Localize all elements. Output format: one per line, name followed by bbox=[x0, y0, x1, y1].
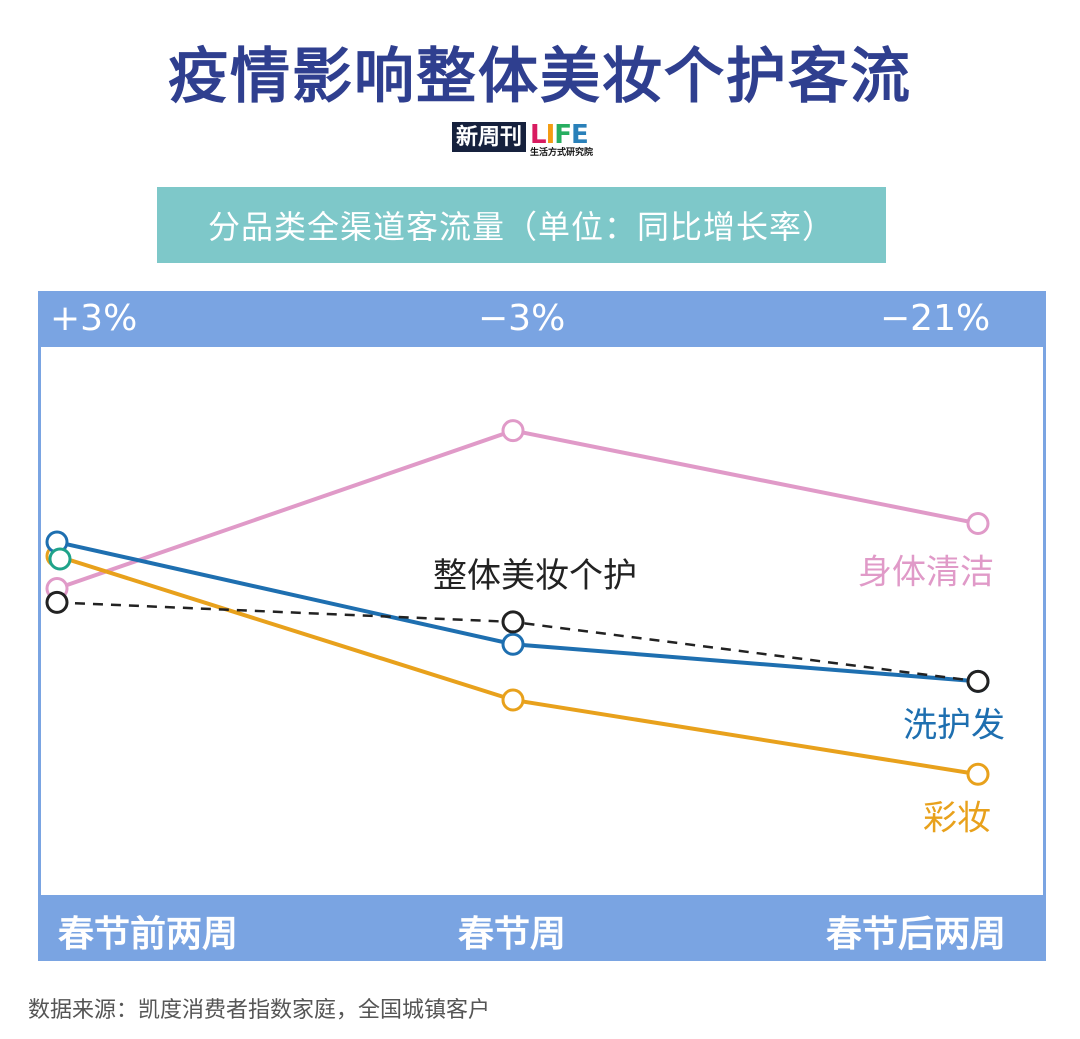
x-tick-label: 春节后两周 bbox=[826, 914, 1007, 955]
publisher-logo: 新周刊 LIFE 生活方式研究院 bbox=[452, 122, 593, 160]
logo-main: 新周刊 bbox=[452, 122, 527, 152]
data-point bbox=[501, 610, 525, 634]
data-point bbox=[501, 632, 525, 656]
series-label: 彩妆 bbox=[923, 798, 991, 838]
data-point bbox=[501, 688, 525, 712]
logo-letter: L bbox=[530, 120, 547, 150]
data-point bbox=[966, 511, 990, 535]
overall-value-label: −21% bbox=[880, 298, 991, 339]
chart-subtitle: 分品类全渠道客流量（单位：同比增长率） bbox=[157, 187, 886, 263]
data-point bbox=[966, 762, 990, 786]
logo-life: LIFE 生活方式研究院 bbox=[530, 122, 593, 158]
data-point bbox=[966, 669, 990, 693]
logo-letter: F bbox=[554, 120, 572, 150]
logo-letter: E bbox=[571, 120, 589, 150]
data-point bbox=[48, 547, 72, 571]
data-source: 数据来源：凯度消费者指数家庭，全国城镇客户 bbox=[28, 998, 491, 1023]
logo-subtext: 生活方式研究院 bbox=[530, 148, 594, 158]
x-tick-label: 春节前两周 bbox=[58, 914, 239, 955]
data-point bbox=[501, 419, 525, 443]
logo-letter: I bbox=[545, 120, 556, 150]
series-label: 身体清洁 bbox=[858, 552, 994, 592]
data-point bbox=[45, 590, 69, 614]
overall-value-label: −3% bbox=[478, 298, 566, 339]
series-label: 洗护发 bbox=[903, 705, 1005, 745]
overall-value-band bbox=[38, 291, 1046, 347]
x-tick-label: 春节周 bbox=[458, 914, 567, 955]
x-axis-band bbox=[38, 895, 1046, 961]
chart-title: 疫情影响整体美妆个护客流 bbox=[168, 42, 912, 112]
overall-value-label: +3% bbox=[50, 298, 138, 339]
series-label: 整体美妆个护 bbox=[433, 556, 637, 596]
